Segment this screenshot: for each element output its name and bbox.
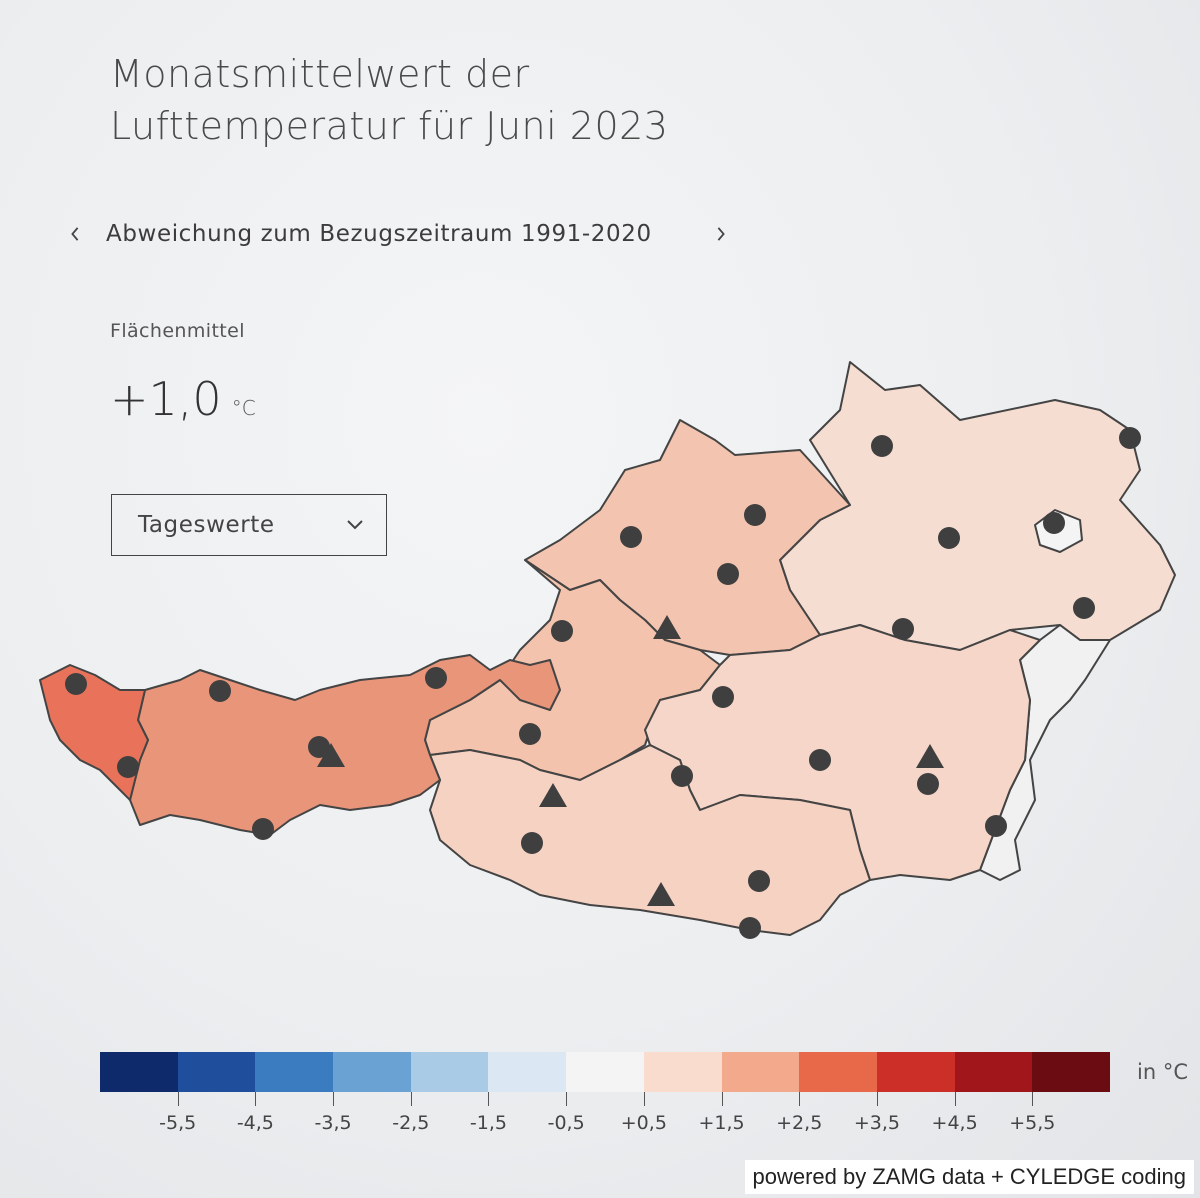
legend-tick-mark	[488, 1092, 490, 1106]
legend-tick-mark	[799, 1092, 801, 1106]
station-marker-circle[interactable]	[1073, 597, 1095, 619]
legend-swatch	[100, 1052, 178, 1092]
title-line-2: Lufttemperatur für Juni 2023	[110, 104, 669, 148]
area-mean-unit: °C	[231, 396, 256, 420]
station-marker-triangle[interactable]	[539, 783, 567, 807]
page-title: Monatsmittelwert der Lufttemperatur für …	[110, 48, 668, 152]
station-marker-circle[interactable]	[551, 620, 573, 642]
station-marker-triangle[interactable]	[916, 744, 944, 768]
state-regions	[39, 361, 1176, 936]
station-marker-circle[interactable]	[871, 435, 893, 457]
legend-swatch	[410, 1052, 489, 1092]
legend-tick-label: -1,5	[469, 1112, 507, 1134]
legend-tick-mark	[566, 1092, 568, 1106]
station-marker-circle[interactable]	[117, 756, 139, 778]
legend-tick-mark	[1032, 1092, 1034, 1106]
station-marker-circle[interactable]	[892, 618, 914, 640]
period-label: Abweichung zum Bezugszeitraum 1991-2020	[106, 221, 652, 247]
station-markers	[65, 427, 1141, 939]
station-marker-circle[interactable]	[809, 749, 831, 771]
station-marker-circle[interactable]	[308, 736, 330, 758]
legend-tick-mark	[876, 1092, 878, 1106]
legend-swatch	[643, 1052, 722, 1092]
legend-tick-mark	[177, 1092, 179, 1106]
station-marker-circle[interactable]	[671, 765, 693, 787]
legend-tick-label: +2,5	[776, 1112, 823, 1134]
station-marker-triangle[interactable]	[317, 743, 345, 767]
legend-unit: in °C	[1137, 1060, 1188, 1084]
legend-tick-mark	[333, 1092, 335, 1106]
station-marker-circle[interactable]	[65, 673, 87, 695]
legend-tick-mark	[643, 1092, 645, 1106]
legend-tick-label: -4,5	[236, 1112, 274, 1134]
legend-swatch	[876, 1052, 955, 1092]
station-marker-circle[interactable]	[1043, 512, 1065, 534]
legend-swatch	[721, 1052, 800, 1092]
legend-swatch	[799, 1052, 877, 1092]
legend-tick-label: +5,5	[1009, 1112, 1056, 1134]
legend-tick-label: -3,5	[314, 1112, 352, 1134]
legend-swatch	[333, 1052, 411, 1092]
chevron-right-icon[interactable]	[706, 219, 736, 249]
station-marker-circle[interactable]	[748, 870, 770, 892]
credit-text[interactable]: powered by ZAMG data + CYLEDGE coding	[744, 1160, 1194, 1194]
legend-swatch	[177, 1052, 256, 1092]
legend-ticks: -5,5 -4,5 -3,5 -2,5 -1,5 -0,5 +0,5 +1,5 +2,5 +3,5…	[100, 1092, 1110, 1142]
station-marker-circle[interactable]	[917, 773, 939, 795]
region-tirol[interactable]	[129, 654, 561, 836]
legend-tick-label: -2,5	[392, 1112, 430, 1134]
legend-tick-mark	[954, 1092, 956, 1106]
legend-bar	[100, 1052, 1110, 1092]
station-marker-circle[interactable]	[521, 832, 543, 854]
station-marker-circle[interactable]	[744, 504, 766, 526]
color-legend: -5,5 -4,5 -3,5 -2,5 -1,5 -0,5 +0,5 +1,5 +2,5 +3,5…	[100, 1052, 1110, 1142]
legend-tick-label: +0,5	[620, 1112, 667, 1134]
interval-select-value: Tageswerte	[138, 512, 275, 538]
legend-tick-label: +1,5	[698, 1112, 745, 1134]
legend-swatch	[566, 1052, 644, 1092]
legend-swatch	[954, 1052, 1033, 1092]
chevron-down-icon	[347, 520, 363, 530]
station-marker-circle[interactable]	[938, 527, 960, 549]
area-mean-value: +1,0 °C	[110, 372, 256, 426]
title-line-1: Monatsmittelwert der	[110, 52, 530, 96]
station-marker-circle[interactable]	[209, 680, 231, 702]
legend-swatch	[488, 1052, 567, 1092]
station-marker-circle[interactable]	[712, 686, 734, 708]
legend-tick-mark	[410, 1092, 412, 1106]
legend-tick-mark	[255, 1092, 257, 1106]
station-marker-circle[interactable]	[739, 917, 761, 939]
legend-swatch	[1032, 1052, 1110, 1092]
station-marker-circle[interactable]	[519, 723, 541, 745]
chevron-left-icon[interactable]	[60, 219, 90, 249]
region-vorarlberg[interactable]	[39, 664, 149, 801]
legend-tick-label: -5,5	[159, 1112, 197, 1134]
legend-tick-label: +4,5	[931, 1112, 978, 1134]
legend-swatch	[255, 1052, 334, 1092]
area-mean-number: +1,0	[110, 372, 222, 426]
period-navigator: Abweichung zum Bezugszeitraum 1991-2020	[60, 214, 760, 254]
station-marker-circle[interactable]	[985, 815, 1007, 837]
austria-map	[39, 361, 1176, 939]
station-marker-circle[interactable]	[717, 563, 739, 585]
legend-tick-mark	[721, 1092, 723, 1106]
area-mean-label: Flächenmittel	[110, 320, 245, 342]
legend-tick-label: +3,5	[853, 1112, 900, 1134]
legend-tick-label: -0,5	[547, 1112, 585, 1134]
station-marker-circle[interactable]	[620, 526, 642, 548]
station-marker-circle[interactable]	[425, 667, 447, 689]
station-marker-triangle[interactable]	[653, 615, 681, 639]
interval-select[interactable]: Tageswerte	[111, 494, 387, 556]
station-marker-circle[interactable]	[252, 818, 274, 840]
station-marker-circle[interactable]	[1119, 427, 1141, 449]
station-marker-triangle[interactable]	[647, 882, 675, 906]
